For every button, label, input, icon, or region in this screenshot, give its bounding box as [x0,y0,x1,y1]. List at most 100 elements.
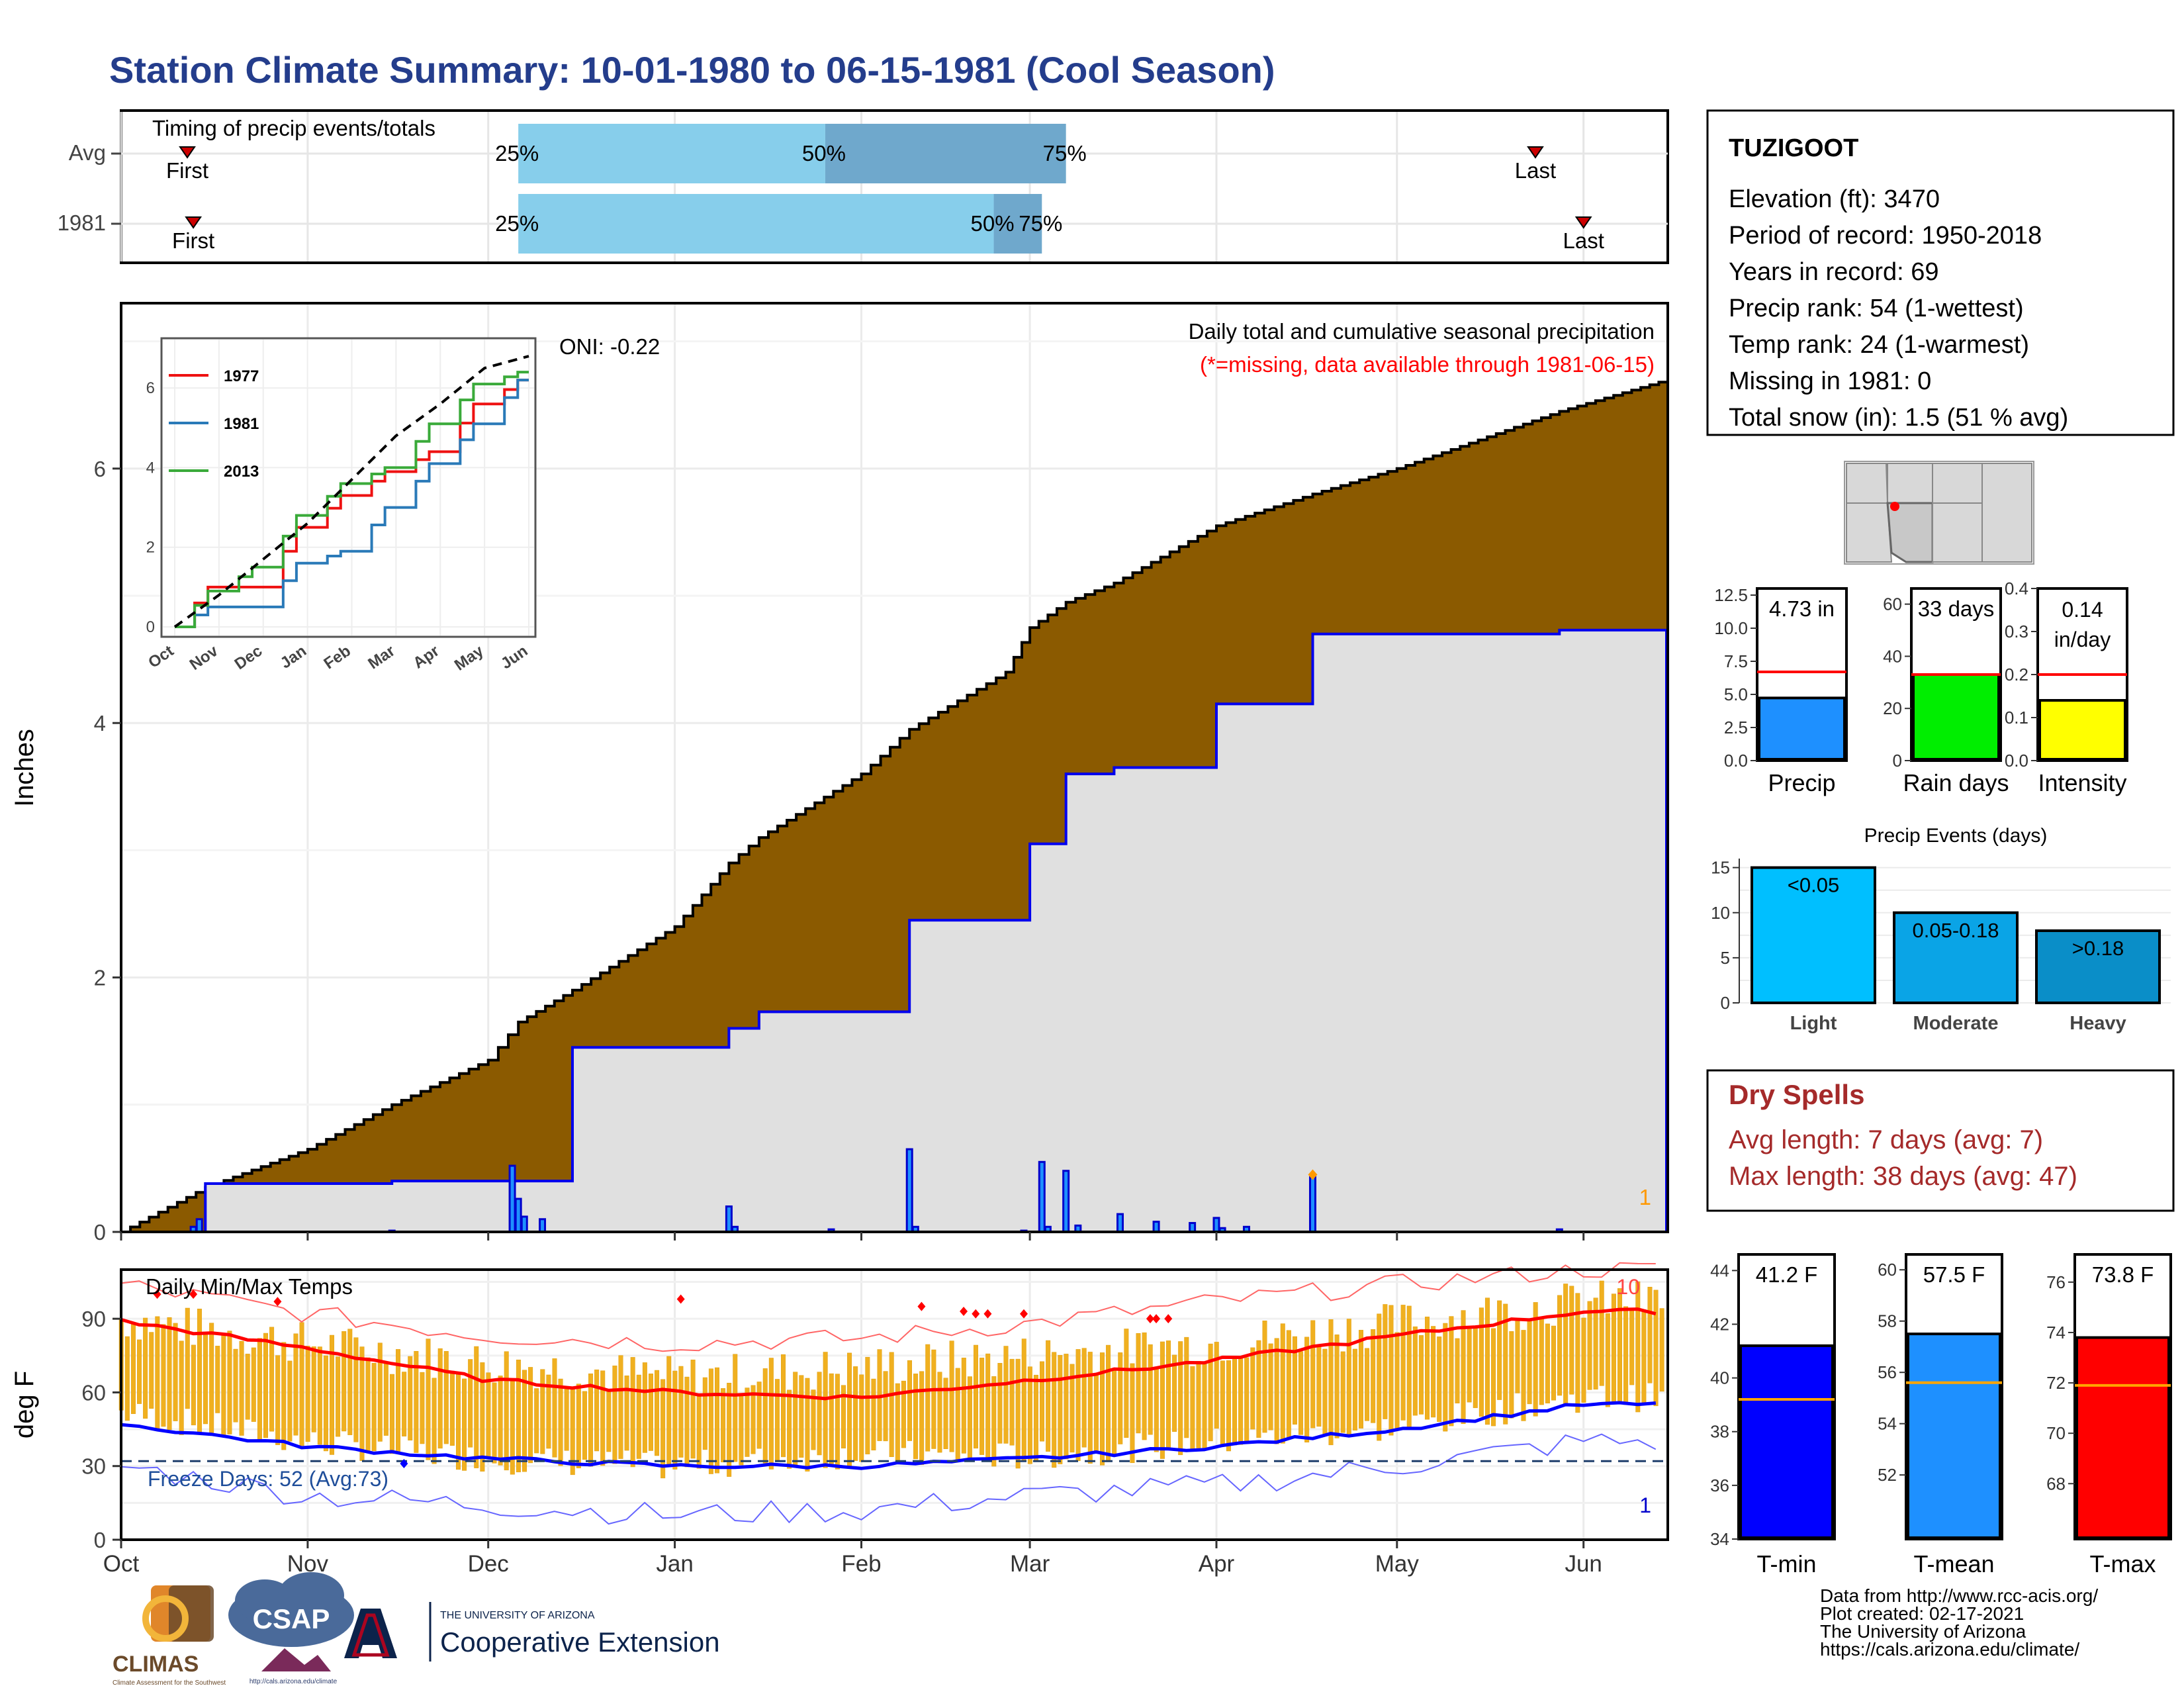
average-min-line [120,1401,1657,1470]
daily-temp-bar [1539,1317,1544,1405]
climas-wordmark: CLIMAS [113,1652,199,1677]
first-event-marker [185,216,203,229]
daily-temp-bar [1244,1357,1250,1442]
daily-temp-bar [1617,1288,1623,1403]
dry-spells-box: Dry Spells Avg length: 7 days (avg: 7) M… [1706,1069,2175,1212]
daily-temp-bar [1093,1373,1099,1452]
daily-temp-bar [1443,1323,1448,1432]
daily-temp-bar [221,1334,226,1436]
daily-temp-bar [1118,1352,1123,1444]
daily-temp-bar [1009,1358,1015,1446]
daily-temp-bar [582,1391,587,1460]
daily-temp-bar [859,1374,864,1462]
event-bar-label: >0.18 [2072,937,2124,960]
daily-temp-bar [564,1387,569,1451]
precip-events-chart: Precip Events (days) <0.05 Light 0.05-0.18… [1711,825,2171,1034]
inset-average-line [173,355,529,628]
summary-bar-intensity [2038,699,2126,761]
daily-temp-bar [1058,1355,1063,1464]
daily-temp-bar [1497,1300,1502,1400]
daily-temp-bar [1226,1360,1231,1452]
daily-temp-bar [455,1374,461,1470]
footer-credits: Data from http://www.rcc-acis.org/ Plot … [1820,1585,2098,1660]
daily-temp-bar [756,1382,762,1449]
summary-y-tick-label: 0.4 [2005,579,2028,598]
timing-bar-late [993,194,1042,254]
daily-temp-bar [1328,1319,1334,1446]
daily-temp-bar [1075,1349,1081,1462]
daily-temp-bar [1484,1297,1490,1425]
daily-temp-bar [420,1372,425,1444]
daily-temp-bar [600,1370,606,1466]
temp-caption: Daily Min/Max Temps [146,1274,353,1299]
summary-y-tick-label: 0.3 [2005,622,2028,641]
summary-y-tick-label: 0.2 [2005,665,2028,684]
station-line: Years in record: 69 [1729,258,1939,286]
daily-temp-bar [1304,1336,1310,1443]
daily-temp-bar [1262,1321,1267,1433]
daily-temp-bar [311,1346,316,1432]
daily-temp-bar [1154,1368,1159,1452]
daily-temp-bar [895,1383,900,1464]
event-bar-light [1751,866,1876,1004]
csap-logo[interactable]: CSAP http://cals.arizona.edu/climate [228,1572,354,1685]
station-line: Total snow (in): 1.5 (51 % avg) [1729,404,2068,432]
university-of-arizona-logo[interactable]: THE UNIVERSITY OF ARIZONA Cooperative Ex… [344,1602,720,1662]
daily-temp-bar [1455,1338,1460,1403]
daily-temp-bar [1629,1309,1635,1385]
precip-events-title: Precip Events (days) [1864,825,2048,847]
summary-y-tick-label: 0 [1893,751,1902,771]
daily-temp-bar [733,1354,738,1462]
daily-temp-bar [931,1349,936,1449]
daily-temp-bar [546,1374,551,1449]
daily-temp-bar [1533,1302,1538,1417]
record-high-marker [972,1309,980,1319]
temp-x-tick-label: Feb [841,1551,881,1577]
daily-temp-bar [1605,1313,1610,1407]
daily-temp-bar [901,1380,906,1448]
daily-temp-bar [498,1376,503,1466]
last-label: Last [1515,158,1556,183]
daily-precip-bar [1189,1222,1197,1233]
daily-temp-bar [1412,1326,1418,1416]
daily-temp-bar [660,1379,666,1479]
climas-logo[interactable]: CLIMAS Climate Assessment for the Southw… [113,1585,226,1687]
temp-x-tick-label: Dec [468,1551,509,1577]
daily-temp-bar [781,1354,786,1458]
daily-temp-bar [1365,1348,1370,1421]
daily-temp-bar [1196,1361,1201,1448]
daily-temp-bar [305,1346,310,1442]
daily-temp-bar [124,1336,130,1421]
daily-temp-bar [371,1362,377,1452]
ua-logo-mark [351,1613,390,1657]
daily-temp-bar [462,1378,467,1471]
daily-temp-bar [437,1348,443,1449]
daily-precip-bar [195,1218,203,1233]
record-high-marker [1152,1314,1161,1324]
daily-temp-bar [1190,1366,1195,1452]
daily-temp-bar [702,1377,707,1450]
temp-y-tick-label: 90 [81,1307,106,1331]
daily-temp-bar [275,1355,281,1445]
daily-temp-bar [377,1342,383,1442]
station-name: TUZIGOOT [1729,134,1858,162]
daily-temp-bar [185,1307,190,1409]
daily-temp-bar [1130,1363,1135,1464]
daily-temp-bar [1322,1348,1328,1434]
daily-temp-bar [323,1355,328,1452]
summary-label: T-mean [1913,1550,1994,1577]
record-low-line [120,1433,1657,1525]
event-bar-moderate [1893,911,2019,1004]
summary-label: Precip [1768,769,1835,796]
daily-temp-bar [865,1356,870,1454]
daily-temp-bar [1087,1352,1093,1464]
record-low-count: 1 [1639,1493,1651,1517]
daily-temp-bar [486,1372,491,1460]
inset-y-tick-label: 0 [146,618,155,636]
inset-legend-label: 1977 [224,367,259,385]
summary-y-tick-label: 52 [1878,1465,1897,1485]
event-category-label: Moderate [1913,1013,1999,1034]
daily-temp-bar [1286,1330,1291,1438]
daily-temp-bar [1310,1320,1316,1429]
